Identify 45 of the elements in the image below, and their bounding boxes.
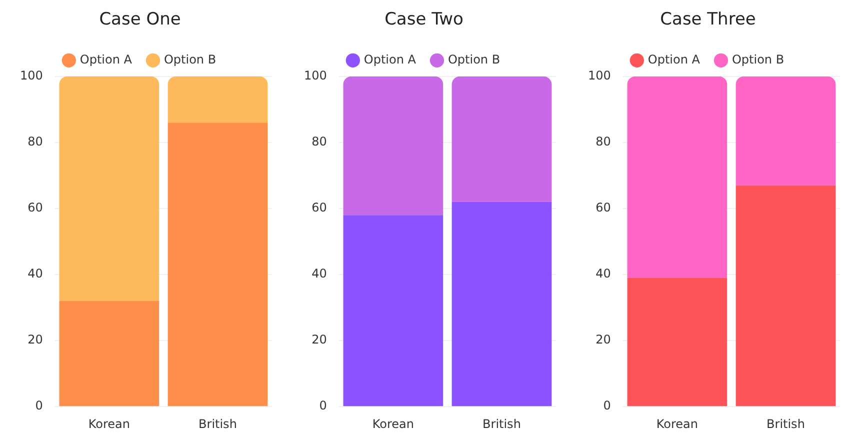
legend-label: Option A — [80, 52, 133, 67]
y-tick-label: 20 — [596, 332, 611, 347]
y-tick-label: 40 — [28, 266, 43, 281]
y-tick-label: 40 — [596, 266, 611, 281]
y-tick-label: 40 — [312, 266, 327, 281]
chart-title: Case Two — [384, 10, 464, 30]
x-tick-label: Korean — [372, 416, 414, 431]
y-tick-label: 100 — [304, 68, 327, 83]
bar — [168, 76, 268, 123]
x-tick-label: British — [482, 416, 521, 431]
legend-label: Option B — [732, 52, 784, 67]
y-tick-label: 60 — [28, 200, 43, 215]
bar — [627, 76, 728, 278]
chart-title: Case Three — [660, 10, 756, 30]
y-tick-label: 0 — [603, 398, 611, 413]
bar — [452, 202, 552, 406]
bar — [343, 76, 444, 216]
chart-title: Case One — [99, 10, 181, 30]
y-tick-label: 80 — [596, 134, 611, 149]
y-tick-label: 0 — [319, 398, 327, 413]
bar — [168, 122, 268, 406]
x-tick-label: British — [198, 416, 237, 431]
legend-label: Option B — [448, 52, 500, 67]
bar — [59, 76, 160, 301]
bar — [452, 76, 552, 202]
y-tick-label: 20 — [312, 332, 327, 347]
y-tick-label: 20 — [28, 332, 43, 347]
y-tick-label: 80 — [28, 134, 43, 149]
bar — [343, 215, 444, 406]
bar — [59, 300, 160, 406]
y-tick-label: 100 — [588, 68, 611, 83]
x-tick-label: Korean — [88, 416, 130, 431]
x-tick-label: British — [766, 416, 805, 431]
x-tick-label: Korean — [656, 416, 698, 431]
y-tick-label: 60 — [596, 200, 611, 215]
y-tick-label: 80 — [312, 134, 327, 149]
y-tick-label: 0 — [35, 398, 43, 413]
legend-label: Option A — [364, 52, 417, 67]
bar — [736, 185, 836, 406]
y-tick-label: 60 — [312, 200, 327, 215]
legend-label: Option B — [164, 52, 216, 67]
bar — [736, 76, 836, 186]
bar — [627, 278, 728, 406]
y-tick-label: 100 — [20, 68, 43, 83]
legend-label: Option A — [648, 52, 701, 67]
